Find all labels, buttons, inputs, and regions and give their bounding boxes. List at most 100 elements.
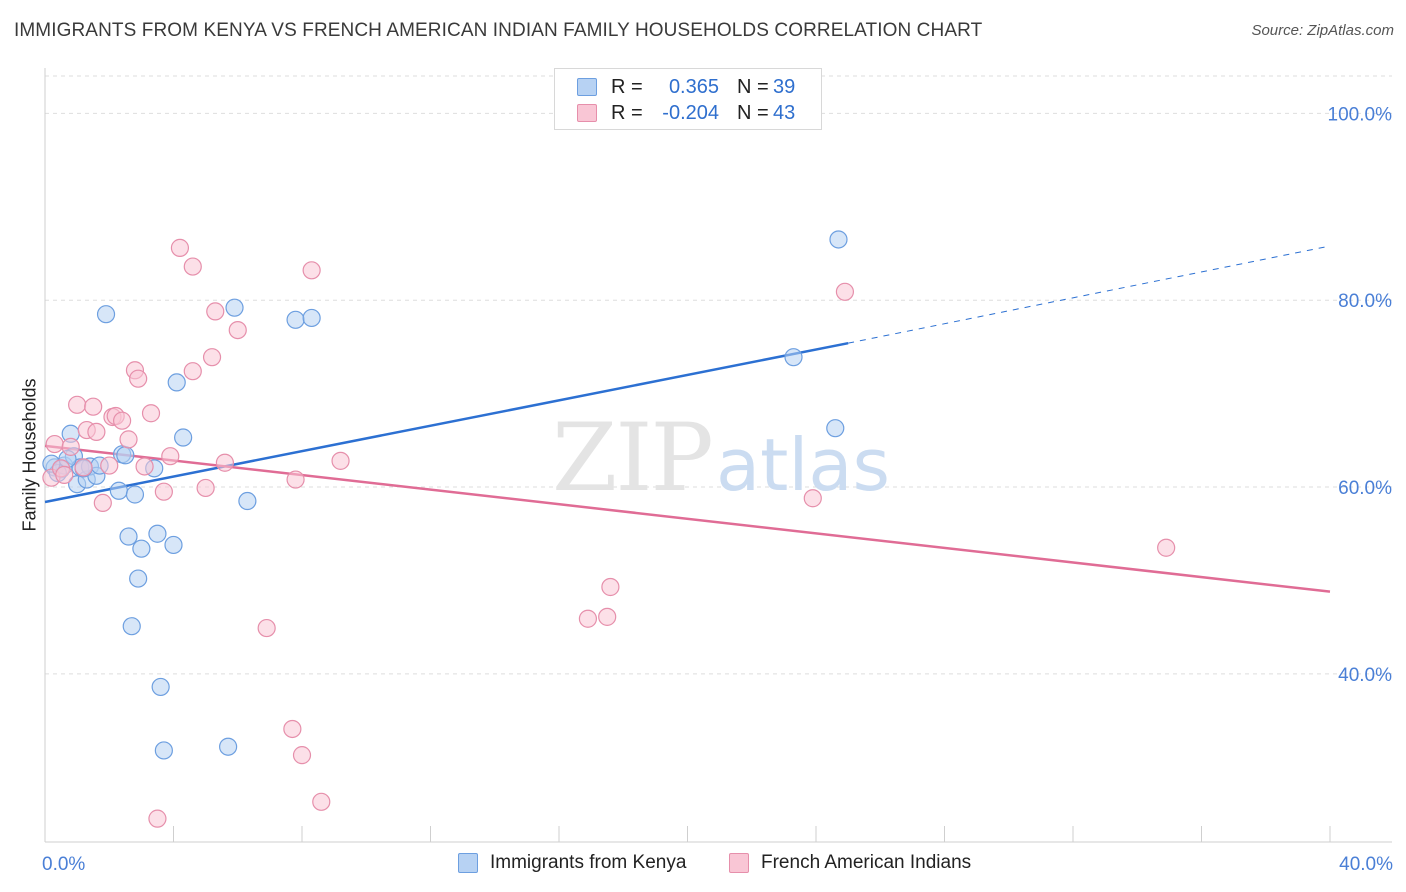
point-kenya — [784, 348, 803, 367]
legend-n-value: 43 — [773, 101, 796, 124]
bottom-legend-swatch-kenya — [458, 853, 478, 873]
point-kenya — [119, 527, 138, 546]
point-kenya — [219, 737, 238, 756]
point-french-american-indians — [283, 719, 302, 739]
tick-labels: 40.0% 60.0% 80.0% 100.0% 0.0% 40.0% — [42, 104, 1393, 875]
legend-r-value: -0.204 — [662, 101, 719, 124]
point-french-american-indians — [215, 453, 234, 472]
point-french-american-indians — [183, 257, 202, 276]
point-french-american-indians — [68, 395, 87, 414]
point-french-american-indians — [148, 809, 167, 828]
point-french-american-indians — [161, 447, 180, 466]
point-french-american-indians — [228, 320, 247, 340]
legend-row-kenya: R = 0.365 N = 39 — [577, 75, 795, 99]
point-kenya — [164, 535, 183, 555]
point-french-american-indians — [55, 465, 74, 484]
point-french-american-indians — [61, 437, 80, 456]
point-french-american-indians — [74, 458, 93, 477]
point-french-american-indians — [100, 456, 119, 475]
point-french-american-indians — [601, 577, 620, 597]
point-french-american-indians — [135, 457, 154, 476]
point-french-american-indians — [206, 302, 225, 321]
point-french-american-indians — [170, 238, 190, 257]
point-kenya — [154, 741, 173, 760]
trend-line-kenya-projection — [848, 245, 1331, 344]
y-tick-label: 80.0% — [1338, 291, 1392, 312]
point-french-american-indians — [331, 451, 350, 470]
legend-n-value: 39 — [773, 75, 796, 98]
point-kenya — [286, 310, 305, 329]
bottom-legend-label-french-american-indians: French American Indians — [761, 852, 972, 873]
point-kenya — [148, 524, 167, 543]
point-french-american-indians — [183, 362, 202, 381]
y-tick-label: 60.0% — [1338, 478, 1392, 499]
legend-swatch-french-american-indians — [577, 104, 597, 122]
bottom-legend-label-kenya: Immigrants from Kenya — [490, 852, 687, 873]
point-french-american-indians — [803, 489, 822, 508]
point-french-american-indians — [257, 618, 276, 638]
point-kenya — [302, 308, 321, 328]
point-french-american-indians — [302, 261, 321, 280]
source-note: Source: ZipAtlas.com — [1251, 22, 1394, 39]
point-kenya — [174, 428, 193, 447]
point-french-american-indians — [84, 397, 103, 416]
point-french-american-indians — [119, 430, 138, 449]
point-french-american-indians — [578, 609, 598, 628]
y-tick-label: 100.0% — [1328, 104, 1393, 125]
point-french-american-indians — [835, 282, 855, 301]
legend-swatch-kenya — [577, 78, 597, 96]
point-kenya — [125, 485, 145, 504]
legend-r-label: R = — [611, 75, 643, 98]
y-axis-label: Family Households — [19, 378, 40, 532]
y-tick-label: 40.0% — [1338, 665, 1392, 686]
axes — [44, 68, 1392, 843]
point-french-american-indians — [112, 411, 132, 430]
point-french-american-indians — [141, 404, 161, 423]
point-kenya — [829, 230, 848, 249]
legend-row-french-american-indians: R = -0.204 N = 43 — [577, 101, 795, 125]
point-kenya — [122, 617, 141, 636]
point-french-american-indians — [1157, 538, 1176, 557]
bottom-legend-kenya: Immigrants from Kenya — [458, 852, 686, 874]
trend-line-kenya — [44, 341, 849, 504]
point-kenya — [225, 298, 244, 317]
chart-title: IMMIGRANTS FROM KENYA VS FRENCH AMERICAN… — [14, 20, 983, 41]
point-kenya — [109, 481, 128, 500]
watermark-atlas: atlas — [716, 423, 890, 507]
x-tick-label-start: 0.0% — [42, 854, 85, 875]
point-kenya — [129, 569, 148, 588]
point-kenya — [167, 373, 186, 392]
point-french-american-indians — [45, 434, 64, 454]
point-french-american-indians — [292, 746, 312, 765]
trend-line-french-american-indians — [44, 444, 1331, 593]
legend-n-label: N = — [737, 75, 769, 98]
point-french-american-indians — [312, 792, 331, 811]
point-kenya — [151, 677, 170, 697]
point-french-american-indians — [93, 493, 112, 513]
bottom-legend-swatch-french-american-indians — [729, 853, 749, 873]
point-french-american-indians — [598, 607, 617, 626]
watermark-zip: ZIP — [552, 404, 712, 513]
data-points — [42, 230, 1176, 828]
legend-r-label: R = — [611, 101, 643, 124]
point-kenya — [238, 491, 257, 511]
x-tick-label-end: 40.0% — [1339, 854, 1393, 875]
point-french-american-indians — [87, 422, 106, 442]
point-french-american-indians — [196, 478, 215, 498]
point-kenya — [826, 419, 845, 438]
point-french-american-indians — [202, 348, 222, 367]
trend-lines — [44, 245, 1331, 593]
legend-r-value: 0.365 — [668, 75, 719, 98]
correlation-legend: R = 0.365 N = 39 R = -0.204 N = 43 — [554, 68, 822, 130]
point-french-american-indians — [154, 482, 173, 501]
legend-n-label: N = — [737, 101, 769, 124]
bottom-legend-french-american-indians: French American Indians — [729, 852, 971, 874]
point-french-american-indians — [286, 470, 305, 489]
watermark: ZIP atlas — [552, 404, 890, 513]
point-french-american-indians — [129, 369, 148, 388]
point-kenya — [116, 446, 135, 465]
point-kenya — [96, 305, 116, 324]
gridlines — [45, 75, 1392, 675]
point-kenya — [132, 539, 151, 558]
